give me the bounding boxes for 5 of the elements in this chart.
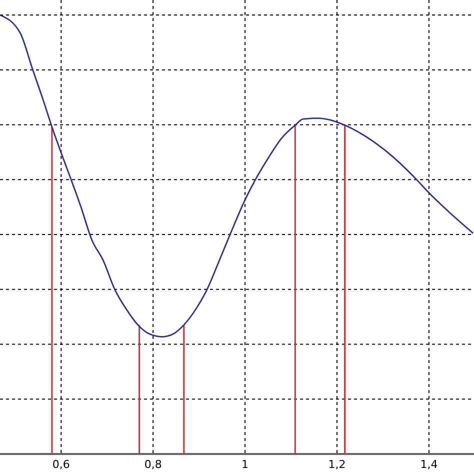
x-tick-label: 0,6 (52, 458, 70, 471)
x-tick-label: 1 (242, 458, 249, 471)
x-tick-label: 1,4 (420, 458, 438, 471)
x-tick-label: 1,2 (328, 458, 346, 471)
x-tick-label: 0,8 (144, 458, 162, 471)
